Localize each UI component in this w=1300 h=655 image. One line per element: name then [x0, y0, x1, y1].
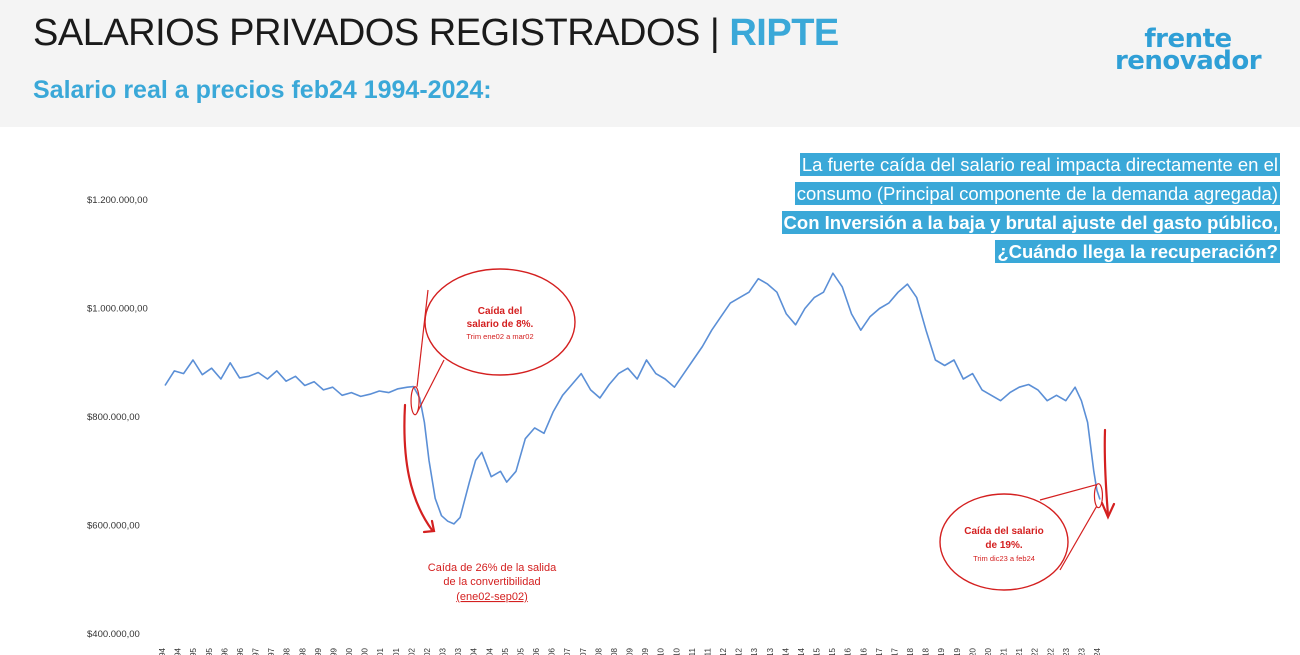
x-tick-label: j-95 — [205, 647, 214, 655]
y-tick-label: $400.000,00 — [87, 629, 140, 640]
bubble1-title: salario de 8%. — [467, 319, 534, 330]
x-tick-label: j-15 — [828, 647, 837, 655]
callout-line-3: Con Inversión a la baja y brutal ajuste … — [781, 211, 1280, 234]
x-tick-label: e-11 — [688, 647, 697, 655]
x-tick-label: j-19 — [953, 647, 962, 655]
drop-arrowhead-2002 — [422, 519, 436, 534]
bubble1-subtitle: Trim ene02 a mar02 — [466, 332, 533, 341]
x-tick-label: e-94 — [158, 647, 167, 655]
x-tick-label: j-97 — [267, 647, 276, 655]
x-tick-label: e-95 — [189, 647, 198, 655]
bubble1-title: Caída del — [478, 306, 523, 317]
x-tick-label: j-96 — [236, 647, 245, 655]
x-tick-label: e-24 — [1093, 647, 1102, 655]
title-accent: RIPTE — [729, 12, 839, 54]
x-tick-label: e-21 — [1000, 647, 1009, 655]
highlight-ellipse-2002 — [410, 386, 420, 416]
x-tick-label: j-00 — [361, 647, 370, 655]
y-tick-label: $600.000,00 — [87, 521, 140, 532]
callout-line-1: La fuerte caída del salario real impacta… — [799, 153, 1280, 176]
x-tick-label: e-20 — [968, 647, 977, 655]
x-tick-label: j-01 — [392, 647, 401, 655]
x-tick-label: j-02 — [423, 647, 432, 655]
brand-logo: frente renovador — [1114, 24, 1262, 76]
x-tick-label: j-04 — [485, 647, 494, 655]
callout-bubble-2002 — [424, 268, 576, 376]
callout-line-2: consumo (Principal componente de la dema… — [794, 182, 1280, 205]
x-tick-label: j-05 — [516, 647, 525, 655]
series-line — [164, 272, 1101, 525]
x-tick-label: e-23 — [1062, 647, 1071, 655]
y-tick-label: $800.000,00 — [87, 412, 140, 423]
x-tick-label: j-18 — [922, 647, 931, 655]
x-tick-label: e-02 — [407, 647, 416, 655]
drop-arrow-2024 — [1103, 428, 1110, 517]
header-bar: SALARIOS PRIVADOS REGISTRADOS | RIPTE Sa… — [0, 0, 1300, 127]
x-tick-label: e-05 — [501, 647, 510, 655]
page-title: SALARIOS PRIVADOS REGISTRADOS | RIPTE — [33, 12, 839, 54]
x-tick-label: e-18 — [906, 647, 915, 655]
x-tick-label: e-19 — [937, 647, 946, 655]
x-tick-label: j-17 — [890, 647, 899, 655]
drop-arrow-2002 — [403, 403, 434, 532]
x-tick-label: j-08 — [610, 647, 619, 655]
x-tick-label: e-99 — [314, 647, 323, 655]
x-tick-label: j-22 — [1046, 647, 1055, 655]
bubble-connector — [416, 289, 429, 387]
x-tick-label: j-12 — [735, 647, 744, 655]
x-tick-label: e-04 — [470, 647, 479, 655]
page-subtitle: Salario real a precios feb24 1994-2024: — [33, 76, 492, 104]
x-tick-label: e-09 — [626, 647, 635, 655]
x-tick-label: e-22 — [1031, 647, 1040, 655]
bubble-connector — [1039, 484, 1097, 501]
highlight-ellipse-2024 — [1093, 483, 1104, 509]
drop-note: Caída de 26% de la salida — [428, 562, 557, 574]
x-tick-label: e-06 — [532, 647, 541, 655]
x-tick-label: e-17 — [875, 647, 884, 655]
drop-note: de la convertibilidad — [443, 576, 540, 588]
x-tick-label: e-03 — [439, 647, 448, 655]
salary-chart: $1.200.000,00 $1.000.000,00 $800.000,00 $60… — [87, 195, 1116, 655]
bubble-connector — [1059, 506, 1097, 571]
x-tick-label: j-11 — [703, 647, 712, 655]
x-tick-label: j-98 — [298, 647, 307, 655]
x-tick-label: j-94 — [174, 647, 183, 655]
x-tick-label: j-21 — [1015, 647, 1024, 655]
x-tick-label: e-07 — [563, 647, 572, 655]
callout-box: La fuerte caída del salario real impacta… — [781, 150, 1280, 266]
x-tick-label: e-16 — [844, 647, 853, 655]
callout-bubble-2024 — [939, 493, 1069, 591]
bubble2-subtitle: Trim dic23 a feb24 — [973, 554, 1035, 563]
drop-note: (ene02-sep02) — [456, 591, 528, 603]
y-tick-label: $1.200.000,00 — [87, 195, 148, 206]
drop-arrowhead-2024 — [1100, 501, 1116, 520]
x-tick-label: j-13 — [766, 647, 775, 655]
x-tick-label: e-98 — [283, 647, 292, 655]
x-tick-label: j-23 — [1077, 647, 1086, 655]
x-tick-label: e-14 — [781, 647, 790, 655]
x-tick-label: j-99 — [329, 647, 338, 655]
x-tick-label: e-97 — [252, 647, 261, 655]
x-tick-label: e-15 — [813, 647, 822, 655]
x-tick-label: j-07 — [579, 647, 588, 655]
x-tick-label: j-09 — [641, 647, 650, 655]
x-tick-label: e-01 — [376, 647, 385, 655]
x-tick-label: e-08 — [594, 647, 603, 655]
bubble2-title: de 19%. — [985, 540, 1022, 551]
bubble2-title: Caída del salario — [964, 526, 1043, 537]
y-tick-label: $1.000.000,00 — [87, 304, 148, 315]
bubble-connector — [416, 359, 445, 413]
x-tick-label: j-14 — [797, 647, 806, 655]
callout-line-4: ¿Cuándo llega la recuperación? — [995, 240, 1280, 263]
x-tick-label: j-10 — [672, 647, 681, 655]
x-tick-label: e-00 — [345, 647, 354, 655]
x-tick-label: j-20 — [984, 647, 993, 655]
x-tick-label: e-10 — [657, 647, 666, 655]
x-tick-label: j-16 — [859, 647, 868, 655]
x-tick-label: j-06 — [548, 647, 557, 655]
x-tick-label: e-12 — [719, 647, 728, 655]
x-tick-label: e-13 — [750, 647, 759, 655]
x-tick-label: e-96 — [220, 647, 229, 655]
x-tick-label: j-03 — [454, 647, 463, 655]
